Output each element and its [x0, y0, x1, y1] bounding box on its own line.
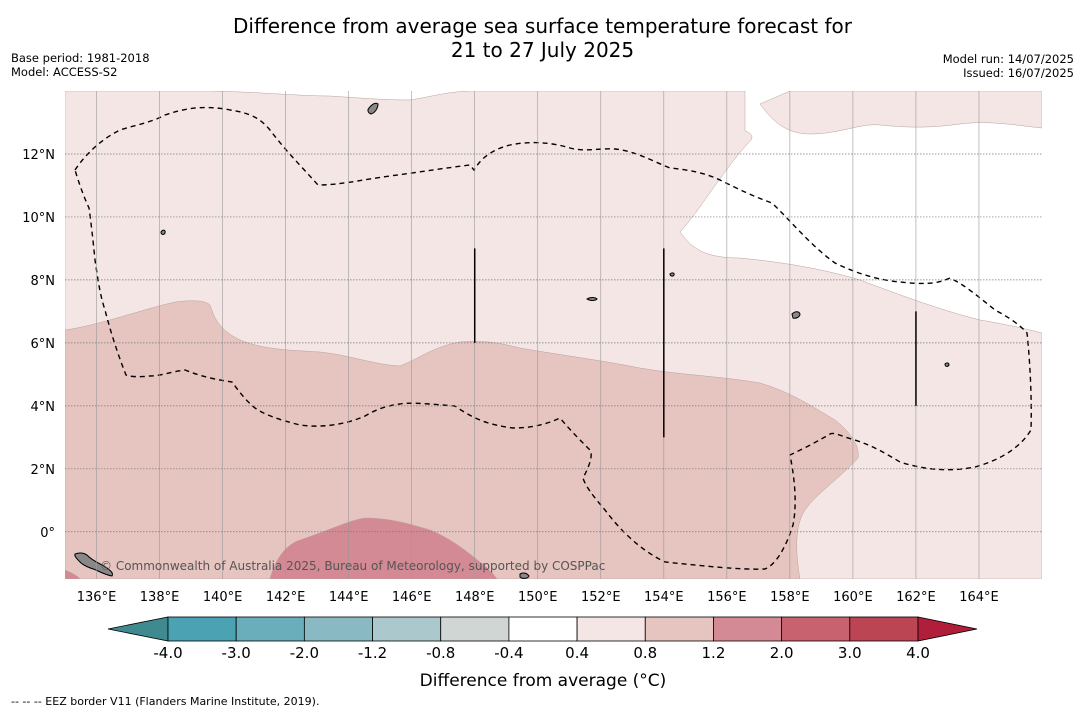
- colorbar-tick-label: -3.0: [222, 644, 251, 662]
- longitude-tick-label: 150°E: [518, 590, 558, 605]
- latitude-tick-label: 8°N: [31, 274, 56, 289]
- colorbar-cell: [644, 616, 714, 642]
- longitude-tick-label: 164°E: [959, 590, 999, 605]
- map-gridlines: [65, 91, 1042, 579]
- colorbar-label: Difference from average (°C): [420, 671, 667, 691]
- colorbar-tick-label: -1.2: [358, 644, 387, 662]
- island-chuuk: [586, 297, 598, 301]
- colorbar-cell: [440, 616, 510, 642]
- longitude-tick-label: 160°E: [833, 590, 873, 605]
- colorbar-tick-label: 0.8: [633, 644, 657, 662]
- colorbar-tick-label: 1.2: [702, 644, 726, 662]
- latitude-tick-label: 10°N: [22, 211, 55, 226]
- eez-meridian-segments: [473, 248, 917, 438]
- longitude-tick-label: 138°E: [140, 590, 180, 605]
- colorbar-cells: [107, 616, 978, 642]
- longitude-tick-label: 144°E: [329, 590, 369, 605]
- latitude-tick-label: 2°N: [31, 463, 56, 478]
- colorbar-cell: [781, 616, 851, 642]
- colorbar-cell: [713, 616, 783, 642]
- island-pohnpei: [791, 311, 801, 319]
- longitude-tick-label: 154°E: [644, 590, 684, 605]
- map-plot-area: [65, 91, 1042, 579]
- island-kosrae: [944, 362, 950, 367]
- longitude-tick-label: 142°E: [266, 590, 306, 605]
- issued-date: Issued: 16/07/2025: [963, 66, 1074, 80]
- longitude-tick-label: 156°E: [707, 590, 747, 605]
- title-line-2: 21 to 27 July 2025: [450, 38, 635, 62]
- latitude-tick-label: 6°N: [31, 337, 56, 352]
- eez-border: [74, 106, 1032, 570]
- anomaly-region-1-2-to-2-0-west: [65, 569, 81, 579]
- colorbar-cell: [303, 616, 373, 642]
- base-period: Base period: 1981-2018: [11, 51, 150, 65]
- island-manus: [519, 572, 530, 579]
- eez-footnote: -- -- -- EEZ border V11 (Flanders Marine…: [11, 695, 320, 708]
- model-run: Model run: 14/07/2025: [942, 52, 1074, 66]
- anomaly-region-0-4-to-0-8-ne: [759, 91, 1042, 135]
- longitude-tick-label: 158°E: [770, 590, 810, 605]
- island-small-1: [160, 229, 166, 235]
- island-north: [367, 102, 379, 115]
- island-small-2: [669, 272, 675, 277]
- colorbar-cell: [849, 616, 919, 642]
- longitude-tick-label: 152°E: [581, 590, 621, 605]
- colorbar-over-arrow: [917, 616, 978, 642]
- colorbar-cell: [235, 616, 305, 642]
- colorbar-tick-label: 2.0: [770, 644, 794, 662]
- island-papua: [74, 552, 113, 577]
- longitude-tick-label: 146°E: [392, 590, 432, 605]
- latitude-tick-label: 12°N: [22, 148, 55, 163]
- longitude-tick-labels: 136°E 138°E 140°E 142°E 144°E 146°E 148°E 150°E…: [77, 590, 999, 605]
- colorbar-cell: [372, 616, 442, 642]
- longitude-tick-label: 162°E: [896, 590, 936, 605]
- colorbar-under-arrow: [107, 616, 169, 642]
- model-name: Model: ACCESS-S2: [11, 65, 118, 79]
- colorbar-tick-label: -2.0: [290, 644, 319, 662]
- title-line-1: Difference from average sea surface temp…: [232, 14, 852, 38]
- colorbar-cell: [576, 616, 646, 642]
- colorbar-tick-label: -4.0: [153, 644, 182, 662]
- latitude-tick-label: 4°N: [31, 400, 56, 415]
- colorbar-tick-labels: -4.0 -3.0 -2.0 -1.2 -0.8 -0.4 0.4 0.8 1.2 2.0 3.0 4…: [153, 644, 930, 662]
- map-title: Difference from average sea surface temp…: [0, 14, 1085, 62]
- colorbar-tick-label: -0.8: [426, 644, 455, 662]
- latitude-tick-labels: 12°N 10°N 8°N 6°N 4°N 2°N 0°: [22, 148, 55, 541]
- colorbar-tick-label: 0.4: [565, 644, 589, 662]
- map-credit: © Commonwealth of Australia 2025, Bureau…: [100, 559, 605, 573]
- longitude-tick-label: 148°E: [455, 590, 495, 605]
- colorbar-cell: [508, 616, 578, 642]
- longitude-tick-label: 136°E: [77, 590, 117, 605]
- anomaly-region-0-8-to-1-2: [65, 300, 859, 579]
- anomaly-region-1-2-to-2-0: [269, 517, 498, 579]
- colorbar-tick-label: -0.4: [494, 644, 523, 662]
- colorbar-cell: [167, 616, 237, 642]
- latitude-tick-label: 0°: [40, 526, 55, 541]
- longitude-tick-label: 140°E: [203, 590, 243, 605]
- meta-left: Base period: 1981-2018 Model: ACCESS-S2: [11, 51, 150, 79]
- meta-right: Model run: 14/07/2025 Issued: 16/07/2025: [943, 52, 1074, 80]
- colorbar-tick-label: 3.0: [838, 644, 862, 662]
- colorbar-tick-label: 4.0: [906, 644, 930, 662]
